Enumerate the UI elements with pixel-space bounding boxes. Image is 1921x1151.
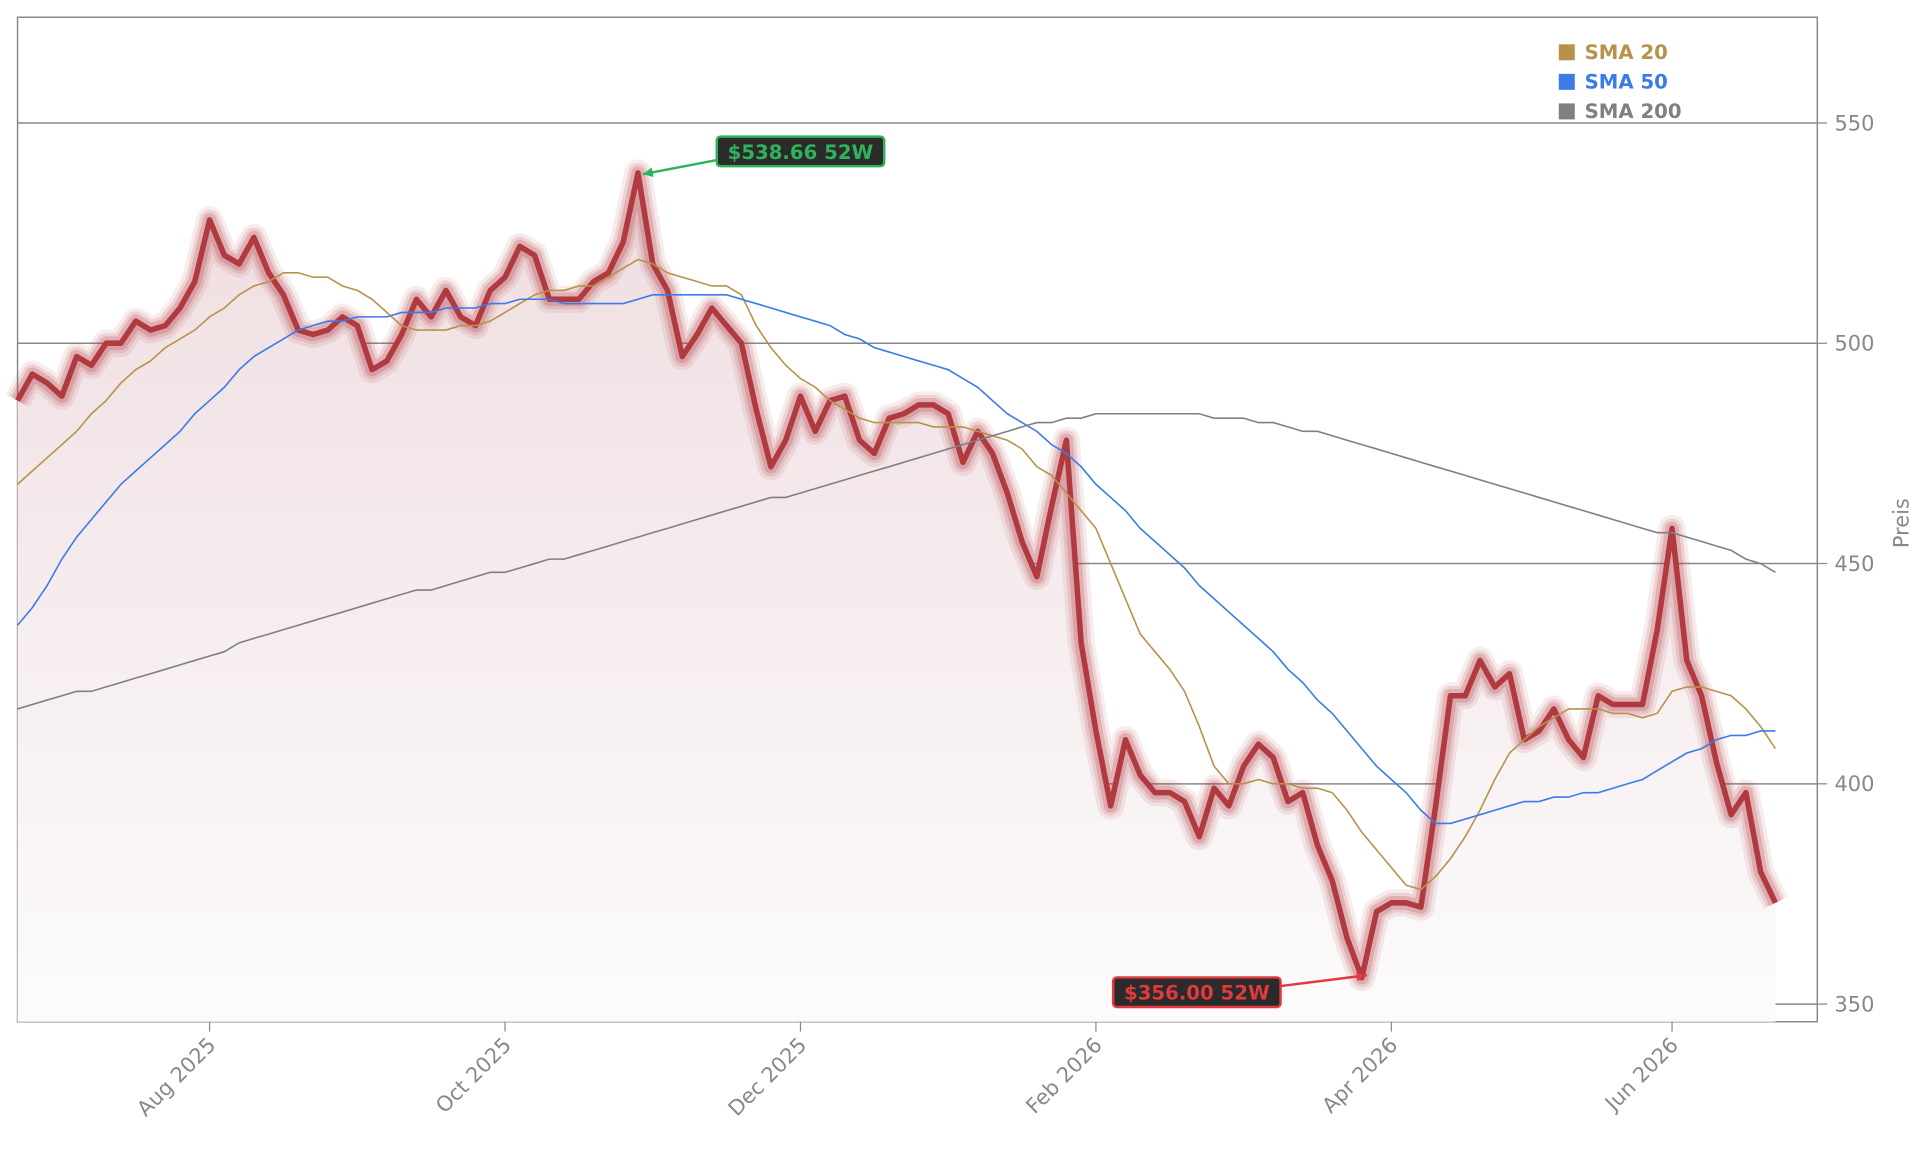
x-tick-label: Jun 2026 bbox=[1599, 1033, 1683, 1117]
annotation-box bbox=[1111, 976, 1282, 1009]
x-tick-label: Dec 2025 bbox=[723, 1033, 811, 1121]
lines-layer bbox=[5, 159, 1788, 992]
price-line bbox=[15, 170, 1778, 981]
annotation-label: $356.00 52W bbox=[1124, 982, 1270, 1005]
legend-label: SMA 20 bbox=[1585, 41, 1668, 64]
annotations: $538.66 52W $356.00 52W bbox=[642, 135, 1367, 1009]
annotation-arrowhead bbox=[1356, 971, 1367, 982]
y-tick-label: 350 bbox=[1835, 993, 1875, 1017]
price-area bbox=[17, 172, 1776, 1022]
legend-label: SMA 50 bbox=[1585, 71, 1668, 94]
legend-swatch bbox=[1558, 103, 1575, 120]
y-tick-label: 550 bbox=[1835, 111, 1875, 135]
legend: SMA 20 SMA 50 SMA 200 bbox=[1558, 41, 1682, 123]
legend-swatch bbox=[1558, 73, 1575, 90]
x-tick-label: Oct 2025 bbox=[431, 1033, 516, 1118]
annotation-label: $538.66 52W bbox=[728, 141, 874, 164]
annotation-arrow bbox=[642, 158, 717, 176]
x-tick-label: Aug 2025 bbox=[132, 1033, 220, 1121]
legend-label: SMA 200 bbox=[1585, 100, 1682, 123]
y-tick-label: 450 bbox=[1835, 552, 1875, 576]
sma-line bbox=[17, 412, 1776, 710]
x-tick-label: Apr 2026 bbox=[1317, 1033, 1402, 1118]
y-tick-label: 400 bbox=[1835, 772, 1875, 796]
sma-line bbox=[17, 258, 1777, 891]
x-tick-label: Feb 2026 bbox=[1021, 1033, 1106, 1118]
annotation-arrow bbox=[1280, 974, 1367, 988]
annotation-arrowhead bbox=[642, 167, 654, 178]
legend-swatch bbox=[1558, 44, 1575, 61]
y-tick-label: 500 bbox=[1835, 332, 1875, 356]
area-layer bbox=[17, 172, 1776, 1022]
annotation-box bbox=[715, 135, 886, 168]
y-axis-label: Preis bbox=[1889, 498, 1913, 548]
sma-line bbox=[16, 294, 1776, 825]
